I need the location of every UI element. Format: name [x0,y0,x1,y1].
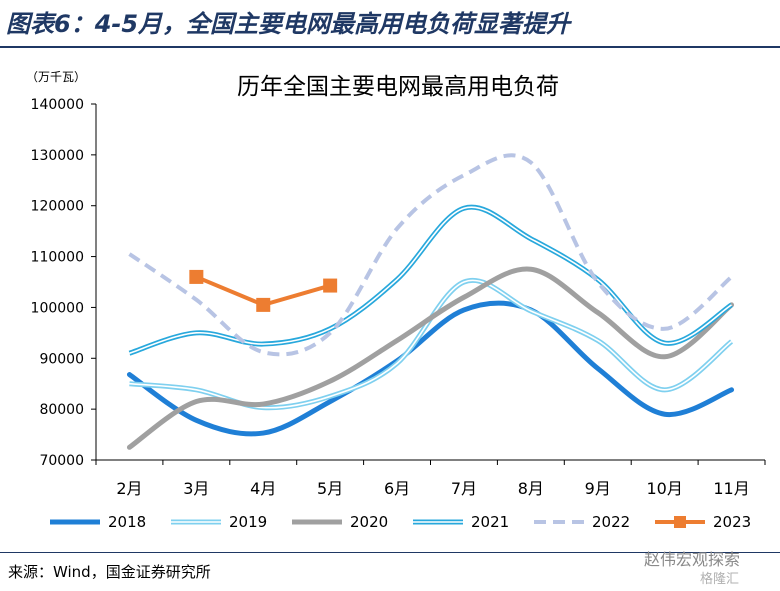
x-tick-label: 5月 [317,479,343,498]
legend-label: 2023 [713,513,751,531]
legend-item-2021: 2021 [413,513,509,531]
series-2022 [128,153,733,357]
series-line-2020 [126,266,735,450]
x-tick-label: 10月 [646,479,682,498]
chart-title: 历年全国主要电网最高用电负荷 [237,74,559,100]
y-tick-label: 120000 [31,199,84,215]
source-rule [0,552,780,553]
legend-item-2019: 2019 [171,513,267,531]
y-unit-label: （万千瓦） [26,70,86,84]
y-tick-label: 90000 [39,351,84,367]
y-ticks: 70000 80000 90000 100000 110000 120000 130000 1… [31,97,96,469]
data-point-2023 [256,297,271,312]
y-tick-label: 140000 [31,97,84,113]
x-tick-label: 6月 [384,479,410,498]
y-tick-label: 100000 [31,300,84,316]
y-tick-label: 130000 [31,148,84,164]
watermark: 赵伟宏观探索 [644,550,741,569]
title-rule [0,46,780,48]
series-layer [126,153,735,450]
legend-label: 2018 [108,513,146,531]
x-tick-label: 7月 [451,479,477,498]
series-2023 [189,269,338,312]
legend-item-2018: 2018 [50,513,146,531]
x-tick-label: 2月 [116,479,142,498]
legend-item-2023: 2023 [655,513,751,531]
series-line-2018 [126,300,735,437]
y-tick-label: 80000 [39,402,84,418]
series-line-inner-2019 [129,279,733,409]
y-tick-label: 110000 [31,250,84,266]
data-point-2023 [189,269,204,284]
y-tick-label: 70000 [39,453,84,469]
data-point-2023 [323,278,338,293]
legend-label: 2019 [229,513,267,531]
x-tick-label: 8月 [518,479,544,498]
series-2018 [126,300,735,437]
x-tick-label: 3月 [183,479,209,498]
series-2020 [126,266,735,450]
legend-label: 2022 [592,513,630,531]
legend-label: 2020 [350,513,388,531]
legend-label: 2021 [471,513,509,531]
series-line-2022 [128,153,733,357]
series-line-2019 [129,277,734,411]
legend: 2018 2019 2020 2021 2022 2023 [50,513,751,531]
figure-title: 图表6：4-5月，全国主要电网最高用电负荷显著提升 [6,10,571,38]
x-tick-label: 11月 [713,479,749,498]
legend-marker [674,516,686,528]
peak-load-line-chart: 历年全国主要电网最高用电负荷 （万千瓦） 70000 80000 90000 1000… [26,70,766,531]
watermark-secondary: 格隆汇 [700,572,740,587]
x-tick-label: 9月 [585,479,611,498]
x-tick-label: 4月 [250,479,276,498]
legend-item-2022: 2022 [534,513,630,531]
source-note: 来源：Wind，国金证券研究所 [8,563,211,581]
x-ticks: 2月 3月 4月 5月 6月 7月 8月 9月 10月 11月 [95,460,766,498]
series-2019 [129,277,734,411]
legend-item-2020: 2020 [292,513,388,531]
